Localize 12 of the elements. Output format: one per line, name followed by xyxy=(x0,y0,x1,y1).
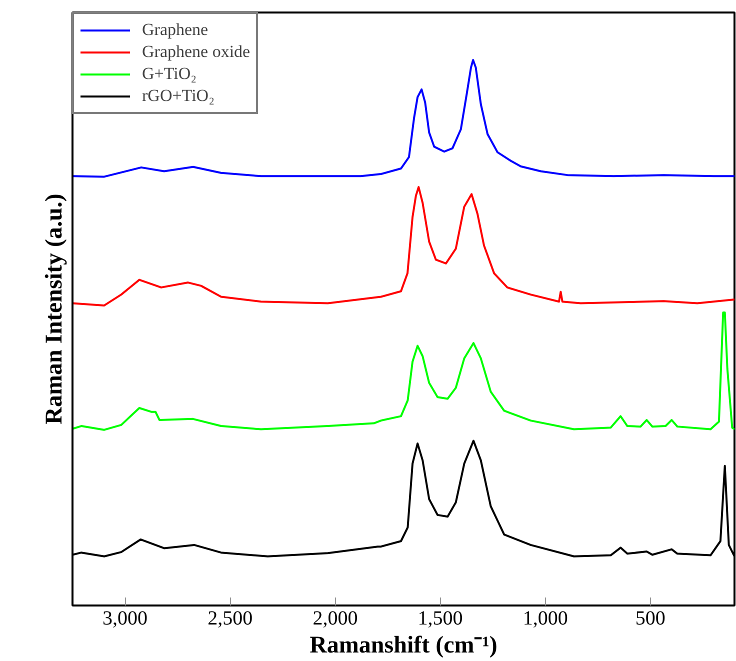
x-tick-label: 500 xyxy=(635,608,666,630)
x-tick-label: 3,000 xyxy=(102,608,148,630)
legend-label: rGO+TiO₂ xyxy=(142,86,215,106)
x-tick-label: 1,500 xyxy=(418,608,463,630)
x-tick-label: 1,000 xyxy=(522,608,568,630)
x-axis-title: Ramanshift (cm⁻¹) xyxy=(310,632,498,658)
x-tick-label: 2,000 xyxy=(312,608,358,630)
legend-label: Graphene xyxy=(142,20,208,40)
legend-label: Graphene oxide xyxy=(142,42,250,62)
y-axis-title: Raman Intensity (a.u.) xyxy=(42,194,68,424)
x-tick-label: 2,500 xyxy=(208,608,253,630)
legend-label: G+TiO₂ xyxy=(142,64,197,84)
